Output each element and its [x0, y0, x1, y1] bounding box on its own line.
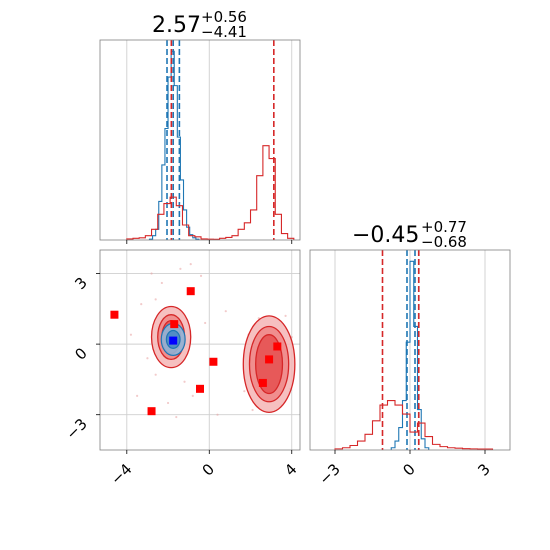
joint-sample-point	[154, 298, 157, 301]
joint-sample-point	[251, 408, 254, 412]
bottom-right-title-plus: +0.77	[421, 218, 467, 236]
bottom-right-x-tick-label: 0	[399, 460, 418, 479]
joint-sample-point	[284, 314, 287, 317]
joint-sample-point	[224, 310, 227, 313]
red-square-marker	[273, 342, 282, 351]
red-square-marker	[196, 384, 204, 393]
joint-sample-point	[191, 394, 194, 397]
bottom-right-title-minus: −0.68	[421, 233, 467, 251]
joint-sample-point	[216, 413, 219, 416]
joint-sample-point	[199, 274, 203, 277]
top-left-title-minus: −4.41	[201, 23, 247, 41]
red-square-marker	[209, 357, 218, 366]
joint-panel: −4 0 4 −3 0 3	[62, 249, 301, 488]
joint-sample-point	[189, 263, 192, 266]
joint-sample-point	[150, 272, 153, 275]
joint-frame	[99, 249, 301, 451]
joint-sample-point	[160, 281, 163, 285]
bottom-right-histogram-series-1	[390, 260, 430, 450]
bottom-right-histogram-series-2	[334, 400, 494, 450]
joint-sample-point	[179, 267, 182, 270]
joint-sample-point	[146, 357, 149, 360]
joint-x-tick-label: 0	[199, 460, 218, 479]
red-square-marker	[258, 378, 267, 387]
bottom-right-x-ticks: −3 0 3	[315, 450, 494, 488]
bottom-right-series	[334, 250, 494, 450]
joint-sample-point	[175, 415, 178, 419]
top-left-series	[126, 40, 295, 240]
joint-x-tick-label: −4	[107, 460, 135, 488]
joint-sample-point	[136, 394, 139, 397]
bottom-right-histogram-panel: −3 0 3 −0.45 +0.77 −0.68	[309, 218, 511, 488]
joint-sample-point	[204, 321, 207, 325]
joint-sample-point	[140, 303, 143, 306]
top-left-histogram-series-1	[148, 50, 200, 240]
blue-square-marker	[169, 336, 178, 345]
joint-squares	[110, 287, 282, 416]
bottom-right-x-tick-label: 3	[474, 460, 493, 479]
bottom-right-x-tick-label: −3	[315, 460, 343, 488]
joint-sample-point	[154, 373, 157, 376]
red-square-marker	[265, 355, 274, 364]
joint-sample-point	[166, 401, 170, 405]
joint-y-tick-label: 3	[71, 274, 90, 293]
joint-y-ticks: −3 0 3	[62, 273, 100, 443]
joint-sample-point	[129, 333, 133, 336]
red-square-marker	[186, 287, 195, 296]
red-square-marker	[110, 310, 119, 319]
joint-sample-point	[183, 380, 186, 383]
top-left-title-plus: +0.56	[201, 8, 247, 26]
top-left-x-ticks	[126, 240, 293, 244]
top-left-frame	[99, 39, 301, 241]
red-square-marker	[147, 407, 156, 416]
top-left-grid	[126, 40, 293, 240]
joint-sample-point	[243, 390, 246, 393]
joint-y-tick-label: 0	[71, 344, 90, 363]
top-left-histogram-panel: 2.57 +0.56 −4.41	[99, 8, 301, 244]
joint-y-tick-label: −3	[62, 415, 90, 443]
top-left-title-value: 2.57	[152, 13, 201, 38]
joint-x-ticks: −4 0 4	[107, 450, 301, 488]
joint-x-tick-label: 4	[281, 460, 300, 479]
red-square-marker	[170, 320, 179, 329]
bottom-right-title-value: −0.45	[352, 223, 419, 248]
top-left-histogram-series-2	[126, 145, 295, 240]
